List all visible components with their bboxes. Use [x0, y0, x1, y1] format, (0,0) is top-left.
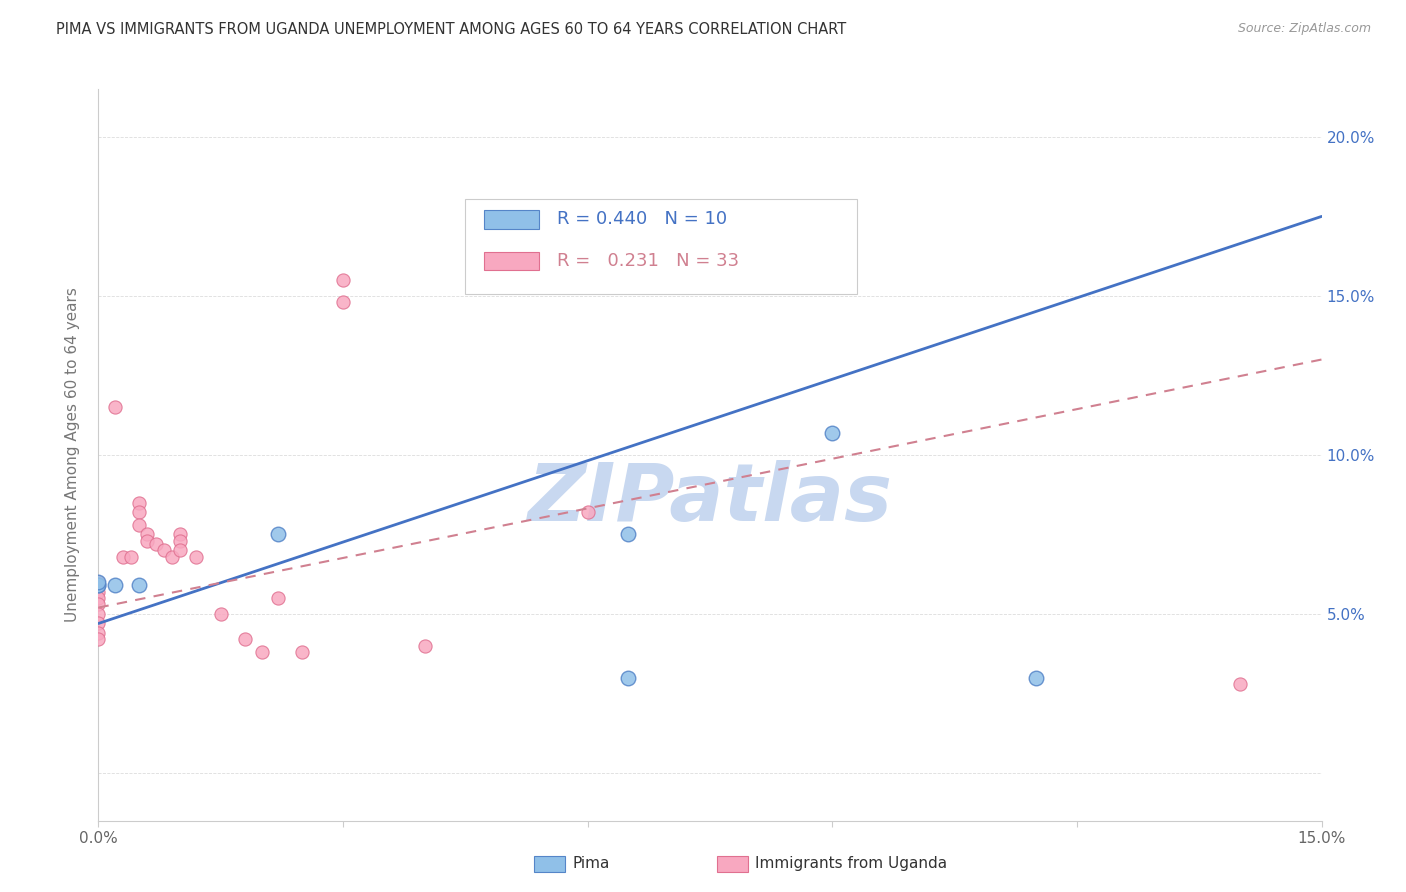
Point: [136, 527, 159, 541]
Point: [576, 505, 599, 519]
Point: [87, 591, 110, 605]
Text: R =   0.231   N = 33: R = 0.231 N = 33: [557, 252, 740, 270]
Point: [87, 584, 110, 599]
Bar: [484, 211, 538, 228]
Point: [128, 495, 150, 509]
Point: [120, 549, 142, 564]
Point: [233, 632, 256, 647]
Point: [250, 645, 273, 659]
Point: [104, 578, 127, 592]
Point: [152, 543, 174, 558]
Y-axis label: Unemployment Among Ages 60 to 64 years: Unemployment Among Ages 60 to 64 years: [65, 287, 80, 623]
Point: [87, 578, 110, 592]
Point: [145, 537, 167, 551]
Point: [169, 527, 191, 541]
Point: [209, 607, 232, 621]
Point: [1025, 671, 1047, 685]
Point: [87, 632, 110, 647]
Point: [128, 517, 150, 532]
Point: [160, 549, 183, 564]
Text: R = 0.440   N = 10: R = 0.440 N = 10: [557, 211, 727, 228]
Point: [128, 505, 150, 519]
Point: [87, 578, 110, 592]
Point: [291, 645, 314, 659]
Point: [87, 626, 110, 640]
Point: [87, 575, 110, 590]
Point: [169, 543, 191, 558]
Point: [267, 527, 290, 541]
Point: [87, 598, 110, 612]
Point: [169, 533, 191, 548]
Point: [617, 527, 640, 541]
Point: [267, 591, 290, 605]
Text: PIMA VS IMMIGRANTS FROM UGANDA UNEMPLOYMENT AMONG AGES 60 TO 64 YEARS CORRELATIO: PIMA VS IMMIGRANTS FROM UGANDA UNEMPLOYM…: [56, 22, 846, 37]
Text: Source: ZipAtlas.com: Source: ZipAtlas.com: [1237, 22, 1371, 36]
Text: Immigrants from Uganda: Immigrants from Uganda: [755, 856, 948, 871]
Point: [111, 549, 134, 564]
Point: [413, 639, 436, 653]
Point: [87, 616, 110, 631]
Point: [186, 549, 208, 564]
FancyBboxPatch shape: [465, 199, 856, 294]
Point: [87, 575, 110, 590]
Point: [87, 607, 110, 621]
Point: [332, 273, 354, 287]
Bar: [484, 252, 538, 270]
Point: [821, 425, 844, 440]
Point: [1229, 677, 1251, 691]
Point: [617, 671, 640, 685]
Point: [136, 533, 159, 548]
Text: Pima: Pima: [572, 856, 610, 871]
Point: [104, 401, 127, 415]
Point: [128, 578, 150, 592]
Text: ZIPatlas: ZIPatlas: [527, 459, 893, 538]
Point: [332, 295, 354, 310]
